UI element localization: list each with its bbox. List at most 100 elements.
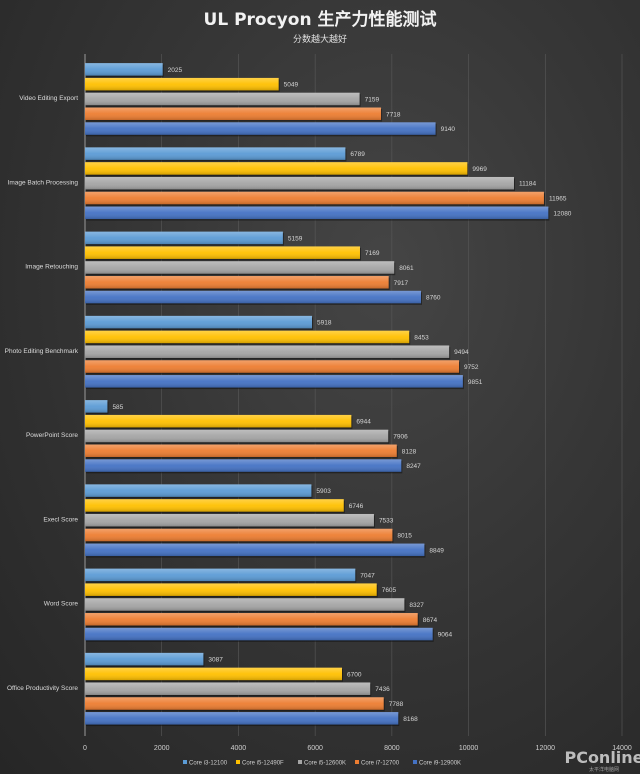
- category-label: Video Editing Export: [19, 95, 78, 102]
- bar-shine: [85, 63, 163, 76]
- x-tick-label: 4000: [231, 745, 247, 752]
- category-label: Word Score: [44, 601, 79, 608]
- bar-group: 6789: [85, 147, 365, 162]
- x-tick-label: 6000: [307, 745, 323, 752]
- category-label: Image Batch Processing: [8, 179, 79, 186]
- legend-item: Core i7-12700: [355, 760, 400, 767]
- x-tick-label: 14000: [612, 745, 632, 752]
- x-tick-label: 8000: [384, 745, 400, 752]
- x-tick-label: 12000: [536, 745, 556, 752]
- bar-group: 11965: [85, 191, 567, 206]
- data-label: 12080: [553, 210, 571, 217]
- x-tick-label: 10000: [459, 745, 479, 752]
- bar-shine: [85, 261, 395, 274]
- x-axis-ticks: 0 2000 4000 6000 8000 10000 12000 14000: [83, 745, 632, 752]
- bar-group: 7169: [85, 246, 380, 261]
- legend-label: Core i5-12490F: [242, 761, 284, 767]
- watermark-brand: PConline: [564, 748, 640, 767]
- data-label: 8674: [423, 617, 438, 624]
- bar-shine: [85, 375, 463, 388]
- bar-group: 5918: [85, 315, 332, 330]
- data-label: 7718: [386, 111, 401, 118]
- legend-swatch: [355, 760, 359, 764]
- bar-group: 9752: [85, 360, 479, 375]
- data-label: 7788: [389, 701, 404, 708]
- bar-shine: [85, 122, 436, 135]
- data-label: 5903: [316, 488, 331, 495]
- bar-shine: [85, 499, 344, 512]
- data-label: 8015: [397, 533, 412, 540]
- category-label: Image Retouching: [25, 264, 78, 271]
- bar-shine: [85, 330, 410, 344]
- bar-group: 7906: [85, 429, 408, 444]
- bar-group: 7047: [85, 568, 375, 583]
- watermark-tagline: 太平洋电脑网: [589, 766, 619, 773]
- data-label: 11965: [549, 196, 567, 203]
- data-label: 5918: [317, 320, 332, 327]
- data-label: 7436: [375, 686, 390, 693]
- data-label: 9851: [468, 379, 483, 386]
- data-label: 8247: [406, 463, 421, 470]
- category-label: PowerPoint Score: [26, 432, 78, 439]
- data-label: 7917: [394, 280, 409, 287]
- bar-shine: [85, 315, 312, 329]
- data-label: 9494: [454, 349, 469, 356]
- data-label: 9969: [472, 166, 487, 173]
- bar-shine: [85, 107, 382, 121]
- legend-swatch: [183, 760, 187, 764]
- legend-item: Core i3-12100: [183, 760, 228, 767]
- data-label: 6789: [350, 151, 365, 158]
- legend-item: Core i5-12600K: [298, 760, 346, 767]
- bar-group: 7533: [85, 513, 394, 528]
- data-label: 8760: [426, 295, 441, 302]
- data-label: 8061: [399, 265, 414, 272]
- bar-group: 12080: [85, 206, 572, 221]
- x-tick-label: 0: [83, 745, 87, 752]
- bar-shine: [85, 627, 433, 641]
- data-label: 8168: [403, 716, 418, 723]
- bar-shine: [85, 206, 549, 220]
- category-label: Photo Editing Benchmark: [5, 348, 79, 355]
- bar-shine: [85, 92, 360, 106]
- bar-group: 8674: [85, 613, 438, 628]
- legend-item: Core i5-12490F: [236, 760, 284, 767]
- pconline-watermark: PConline 太平洋电脑网: [564, 748, 640, 773]
- x-tick-label: 2000: [154, 745, 170, 752]
- bar-shine: [85, 543, 425, 557]
- data-label: 8327: [409, 602, 424, 609]
- legend-swatch: [413, 760, 417, 764]
- bar-group: 6746: [85, 499, 364, 514]
- bar-shine: [85, 231, 283, 245]
- bar-group: 8128: [85, 444, 417, 459]
- bar-group: 7718: [85, 107, 401, 122]
- bar-group: 2025: [85, 63, 183, 78]
- bar-group: 8453: [85, 330, 429, 345]
- data-label: 8849: [429, 547, 444, 554]
- bar-group: 9851: [85, 375, 483, 390]
- bar-group: 8015: [85, 528, 412, 543]
- bar-shine: [85, 712, 399, 725]
- legend-item: Core i9-12900K: [413, 760, 461, 767]
- bar-shine: [85, 147, 346, 160]
- data-label: 11184: [519, 181, 536, 188]
- bar-shine: [85, 697, 384, 710]
- bar-shine: [85, 290, 422, 304]
- data-label: 7533: [379, 518, 394, 525]
- data-label: 9140: [441, 126, 456, 133]
- bar-group: 5159: [85, 231, 303, 246]
- data-label: 8453: [414, 334, 429, 341]
- data-label: 8128: [402, 448, 417, 455]
- legend-swatch: [298, 760, 302, 764]
- bar-shine: [85, 176, 514, 190]
- legend-swatch: [236, 760, 240, 764]
- bar-shine: [85, 667, 342, 681]
- bar-shine: [85, 513, 374, 527]
- data-label: 7906: [393, 433, 408, 440]
- data-label: 6700: [347, 671, 362, 678]
- bar-shine: [85, 484, 312, 497]
- chart-subtitle: 分数越大越好: [293, 33, 347, 45]
- data-label: 9752: [464, 364, 479, 371]
- bar-group: 7159: [85, 92, 379, 107]
- bar-shine: [85, 652, 204, 666]
